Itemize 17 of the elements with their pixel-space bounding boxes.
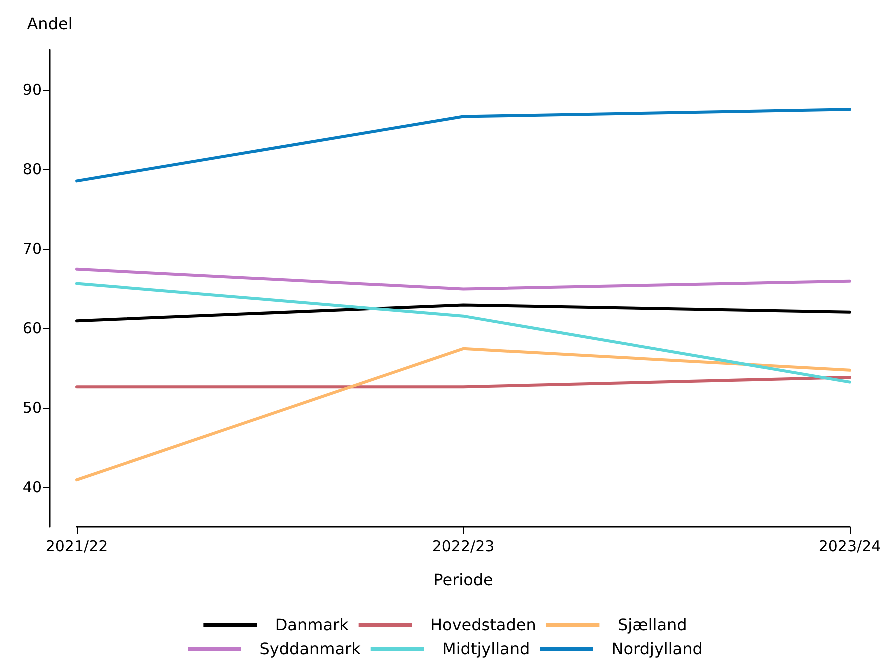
y-tick-label: 40 <box>22 478 42 496</box>
legend-label: Syddanmark <box>260 640 362 658</box>
y-tick-label: 50 <box>22 398 42 417</box>
y-tick-label: 80 <box>22 160 42 178</box>
x-tick-label: 2021/22 <box>46 538 108 556</box>
legend-label: Sjælland <box>618 616 688 634</box>
legend-label: Hovedstaden <box>430 616 536 634</box>
y-tick-label: 90 <box>22 80 42 99</box>
x-tick-label: 2022/23 <box>432 538 495 556</box>
x-axis-title: Periode <box>434 570 494 590</box>
y-tick-label: 60 <box>22 319 42 338</box>
legend-label: Danmark <box>275 616 350 634</box>
legend-label: Midtjylland <box>442 640 530 658</box>
x-tick-label: 2023/24 <box>818 538 882 556</box>
legend-label: Nordjylland <box>612 640 703 658</box>
y-tick-label: 70 <box>22 240 42 258</box>
y-axis-title: Andel <box>27 14 73 34</box>
